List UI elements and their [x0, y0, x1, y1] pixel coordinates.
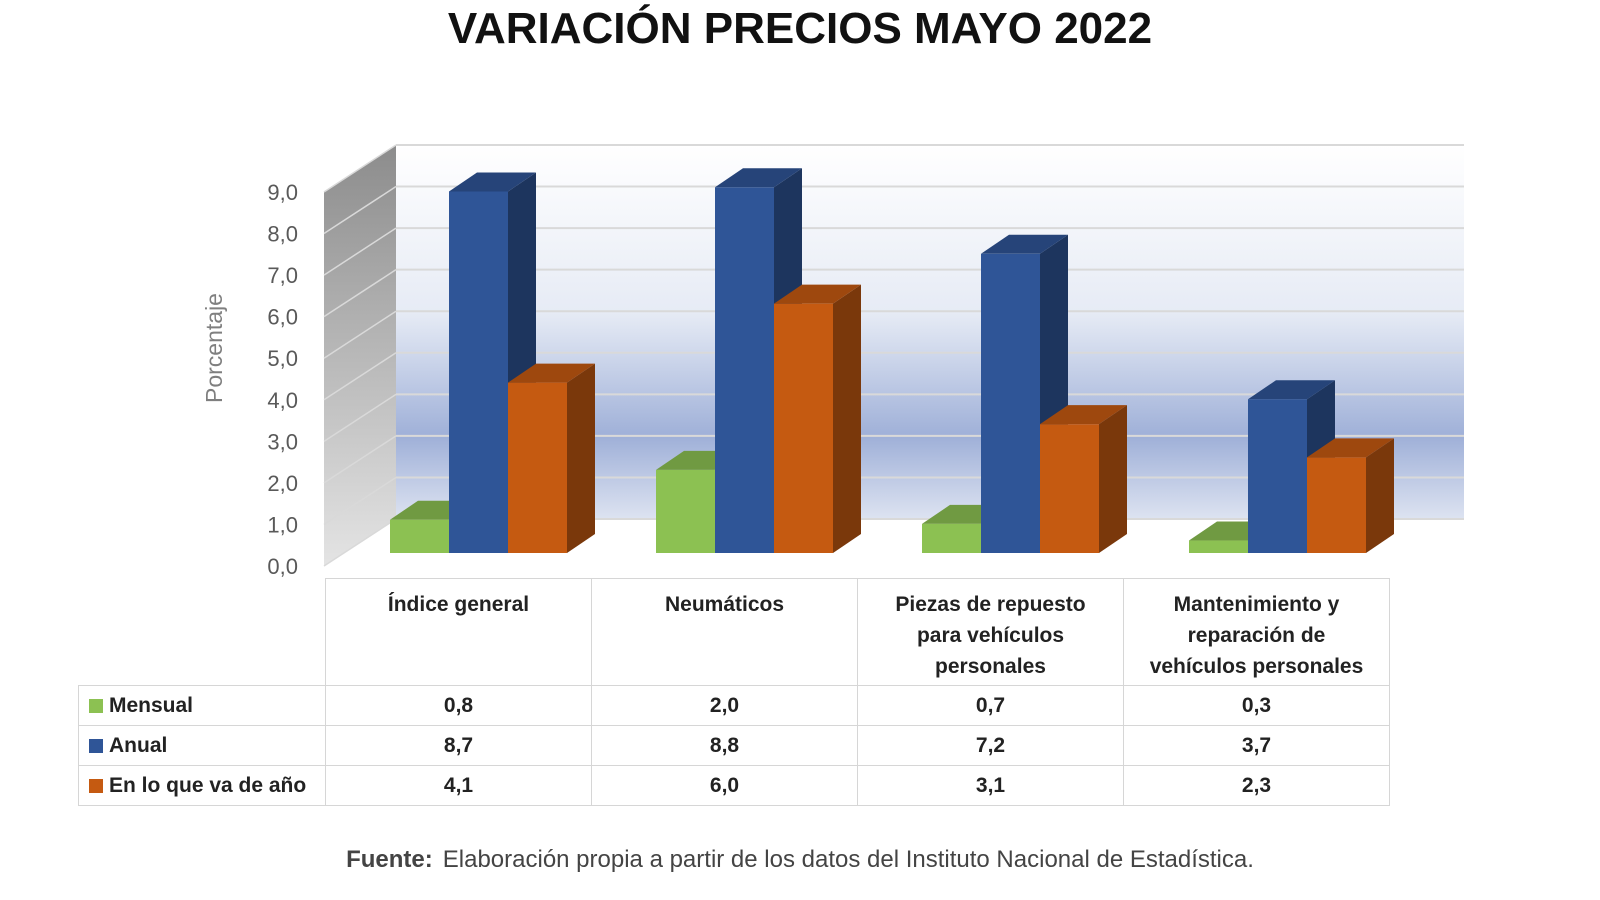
- data-value: 7,2: [857, 725, 1124, 766]
- category-label: Neumáticos: [591, 578, 858, 686]
- gridline: [323, 352, 397, 401]
- gridline: [323, 393, 397, 442]
- side-wall: [324, 145, 396, 566]
- bar: [1040, 405, 1127, 553]
- table-row: En lo que va de año 4,1 6,0 3,1 2,3: [78, 765, 1390, 806]
- series-name: Anual: [109, 733, 168, 757]
- y-tick-label: 3,0: [267, 429, 298, 454]
- legend-swatch: [89, 698, 103, 713]
- data-value: 0,8: [325, 685, 592, 726]
- y-tick-label: 0,0: [267, 554, 298, 579]
- chart-walls: [324, 145, 1464, 566]
- category-label: Mantenimiento y reparación de vehículos pe…: [1123, 578, 1390, 686]
- data-value: 2,3: [1123, 765, 1390, 806]
- category-label: Índice general: [325, 578, 592, 686]
- data-value: 6,0: [591, 765, 858, 806]
- y-tick-label: 8,0: [267, 222, 298, 247]
- legend-entry: Anual: [78, 725, 326, 766]
- bar: [508, 363, 595, 553]
- bar: [1307, 438, 1394, 553]
- table-corner: [78, 578, 326, 686]
- chart-title: VARIACIÓN PRECIOS MAYO 2022: [447, 4, 1153, 53]
- legend-swatch: [89, 738, 103, 753]
- y-tick-label: 6,0: [267, 305, 298, 330]
- gridline: [323, 476, 397, 526]
- gridline: [323, 185, 397, 235]
- bars: [390, 168, 1394, 554]
- y-tick-label: 7,0: [267, 263, 298, 288]
- source-note: Fuente: Elaboración propia a partir de lo…: [0, 846, 1600, 874]
- data-value: 3,1: [857, 765, 1124, 806]
- y-tick-label: 1,0: [267, 512, 298, 537]
- data-value: 3,7: [1123, 725, 1390, 766]
- gridline: [323, 310, 397, 359]
- gridline: [323, 227, 397, 276]
- legend-entry: En lo que va de año: [78, 765, 326, 806]
- y-tick-label: 9,0: [267, 180, 298, 205]
- y-tick-label: 4,0: [267, 388, 298, 413]
- gridline: [323, 518, 397, 567]
- data-value: 8,8: [591, 725, 858, 766]
- legend-entry: Mensual: [78, 685, 326, 726]
- bar: [774, 284, 861, 553]
- source-text: Elaboración propia a partir de los datos…: [442, 846, 1254, 873]
- series-name: En lo que va de año: [109, 773, 307, 797]
- data-value: 2,0: [591, 685, 858, 726]
- data-value: 4,1: [325, 765, 592, 806]
- y-axis-ticks: 0,0 1,0 2,0 3,0 4,0 5,0 6,0 7,0 8,0 9,0: [267, 180, 298, 579]
- source-label: Fuente:: [346, 846, 433, 873]
- data-value: 8,7: [325, 725, 592, 766]
- data-value: 0,7: [857, 685, 1124, 726]
- gridline: [323, 144, 397, 193]
- legend-swatch: [89, 778, 103, 793]
- series-name: Mensual: [109, 693, 194, 717]
- y-tick-label: 2,0: [267, 471, 298, 496]
- table-row: Anual 8,7 8,8 7,2 3,7: [78, 725, 1390, 766]
- gridline: [323, 435, 397, 484]
- y-axis-label: Porcentaje: [201, 293, 227, 403]
- category-label: Piezas de repuesto para vehículos personal…: [857, 578, 1124, 686]
- data-table: Índice general Neumáticos Piezas de repues…: [78, 578, 1390, 806]
- y-tick-label: 5,0: [267, 346, 298, 371]
- back-wall: [396, 145, 1464, 519]
- gridline: [323, 269, 397, 318]
- table-row: Mensual 0,8 2,0 0,7 0,3: [78, 685, 1390, 726]
- data-value: 0,3: [1123, 685, 1390, 726]
